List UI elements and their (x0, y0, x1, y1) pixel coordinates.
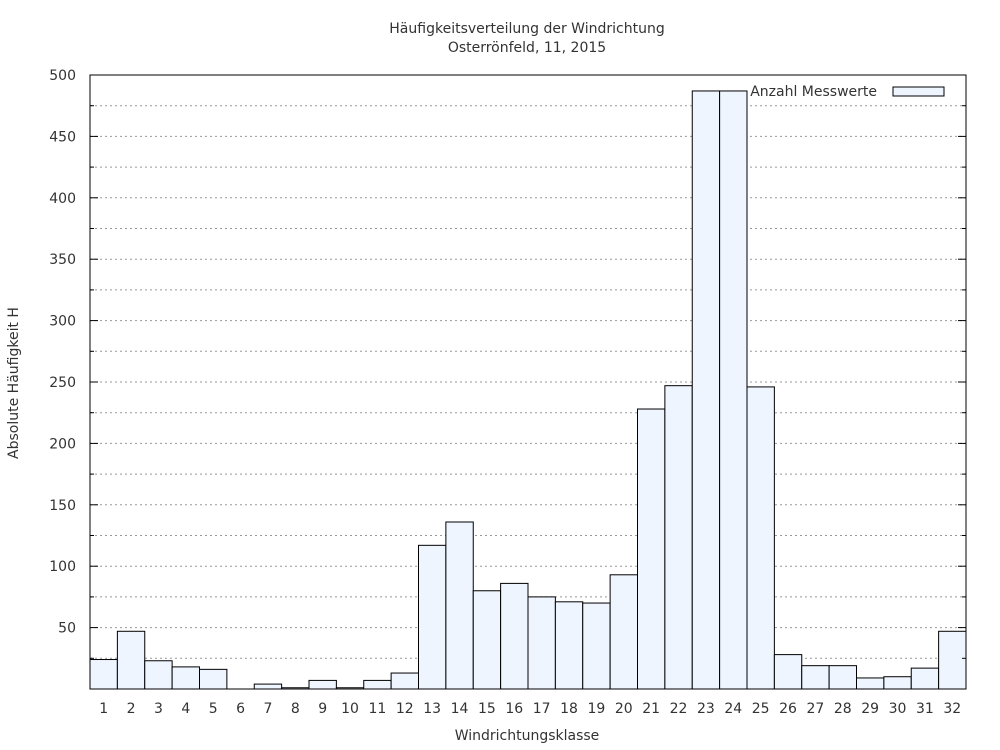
bar-13 (418, 544, 447, 690)
y-axis-label: Absolute Häufigkeit H (6, 307, 22, 459)
y-tick-label: 400 (49, 191, 76, 207)
y-tick-label: 150 (49, 498, 76, 514)
x-tick-label: 3 (154, 701, 163, 717)
x-tick-label: 27 (807, 701, 825, 717)
bar-14 (445, 521, 474, 690)
x-tick-label: 11 (369, 701, 387, 717)
x-tick-label: 15 (478, 701, 496, 717)
y-tick-label: 50 (58, 621, 76, 637)
grid-lines (90, 105, 966, 659)
x-tick-label: 2 (127, 701, 136, 717)
x-tick-label: 24 (724, 701, 742, 717)
x-tick-label: 25 (752, 701, 770, 717)
bar-28 (828, 665, 857, 690)
x-tick-label: 21 (642, 701, 660, 717)
bar-32 (938, 630, 967, 690)
x-tick-label: 14 (451, 701, 469, 717)
bar-2 (116, 630, 146, 690)
bar-11 (363, 679, 392, 690)
x-tick-label: 26 (779, 701, 797, 717)
chart-subtitle: Osterrönfeld, 11, 2015 (448, 40, 606, 56)
x-tick-label: 5 (209, 701, 218, 717)
bar-9 (308, 679, 337, 690)
x-tick-label: 29 (861, 701, 879, 717)
bar-23 (691, 90, 721, 690)
x-tick-label: 7 (263, 701, 272, 717)
bar-24 (719, 90, 748, 690)
y-tick-label: 500 (49, 68, 76, 84)
x-tick-label: 16 (505, 701, 523, 717)
x-tick-label: 23 (697, 701, 715, 717)
bar-16 (500, 582, 529, 690)
bar-7 (253, 683, 283, 690)
x-tick-label: 6 (236, 701, 245, 717)
y-tick-label: 200 (49, 436, 76, 452)
chart-title: Häufigkeitsverteilung der Windrichtung (389, 21, 664, 37)
x-tick-label: 8 (291, 701, 300, 717)
x-axis-label: Windrichtungsklasse (455, 728, 600, 744)
y-tick-label: 250 (49, 375, 76, 391)
bar-19 (582, 602, 611, 690)
x-tick-label: 20 (615, 701, 633, 717)
x-tick-label: 12 (396, 701, 414, 717)
x-tick-label: 31 (916, 701, 934, 717)
x-tick-label: 30 (889, 701, 907, 717)
bar-15 (472, 590, 502, 690)
bar-5 (199, 668, 228, 690)
y-tick-label: 300 (49, 314, 76, 330)
y-tick-label: 450 (49, 129, 76, 145)
x-tick-label: 1 (99, 701, 108, 717)
bar-25 (746, 386, 775, 690)
x-tick-label: 10 (341, 701, 359, 717)
y-tick-label: 350 (49, 252, 76, 268)
bar-3 (144, 660, 173, 690)
x-tick-label: 22 (670, 701, 688, 717)
x-tick-label: 17 (533, 701, 551, 717)
bar-26 (773, 654, 803, 690)
x-tick-label: 13 (423, 701, 441, 717)
bar-30 (883, 676, 912, 690)
x-tick-label: 32 (943, 701, 961, 717)
bar-22 (664, 385, 693, 690)
x-tick-label: 18 (560, 701, 578, 717)
bar-20 (609, 574, 638, 690)
x-tick-label: 28 (834, 701, 852, 717)
bars (89, 90, 967, 690)
bar-27 (801, 665, 830, 690)
bar-31 (910, 667, 940, 690)
legend-swatch (892, 86, 945, 97)
x-tick-label: 9 (318, 701, 327, 717)
x-tick-label: 19 (588, 701, 606, 717)
bar-12 (390, 672, 419, 690)
y-tick-label: 100 (49, 559, 76, 575)
bar-4 (171, 666, 200, 690)
bar-18 (554, 601, 584, 690)
bar-17 (527, 596, 556, 690)
legend: Anzahl Messwerte (750, 84, 945, 100)
bar-21 (637, 408, 666, 690)
bar-29 (856, 677, 885, 690)
bar-1 (89, 659, 118, 690)
legend-label: Anzahl Messwerte (750, 84, 877, 100)
x-tick-label: 4 (181, 701, 190, 717)
